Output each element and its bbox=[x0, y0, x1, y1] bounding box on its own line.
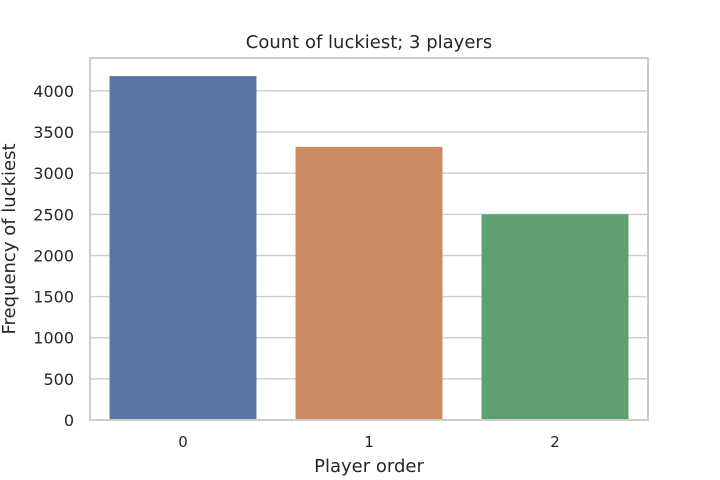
x-tick-label: 1 bbox=[364, 433, 374, 451]
bars bbox=[109, 76, 629, 420]
y-tick-label: 1500 bbox=[33, 288, 74, 307]
y-tick-label: 3500 bbox=[33, 123, 74, 142]
x-tick-labels: 0 1 2 bbox=[178, 433, 560, 451]
bar-1 bbox=[295, 146, 443, 420]
y-tick-label: 1000 bbox=[33, 329, 74, 348]
bar-2 bbox=[481, 214, 629, 420]
y-tick-label: 3000 bbox=[33, 164, 74, 183]
y-tick-label: 2500 bbox=[33, 205, 74, 224]
y-tick-label: 4000 bbox=[33, 82, 74, 101]
x-tick-label: 2 bbox=[550, 433, 560, 451]
x-tick-label: 0 bbox=[178, 433, 188, 451]
y-tick-label: 500 bbox=[43, 370, 74, 389]
plot-frame bbox=[89, 57, 649, 421]
y-tick-labels: 0 500 1000 1500 2000 2500 3000 3500 4000 bbox=[33, 82, 74, 430]
y-tick-label: 2000 bbox=[33, 246, 74, 265]
y-tick-label: 0 bbox=[64, 411, 74, 430]
x-axis-label: Player order bbox=[314, 456, 424, 477]
y-axis-label: Frequency of luckiest bbox=[0, 143, 20, 334]
chart-title: Count of luckiest; 3 players bbox=[246, 32, 492, 53]
bar-0 bbox=[109, 76, 257, 420]
